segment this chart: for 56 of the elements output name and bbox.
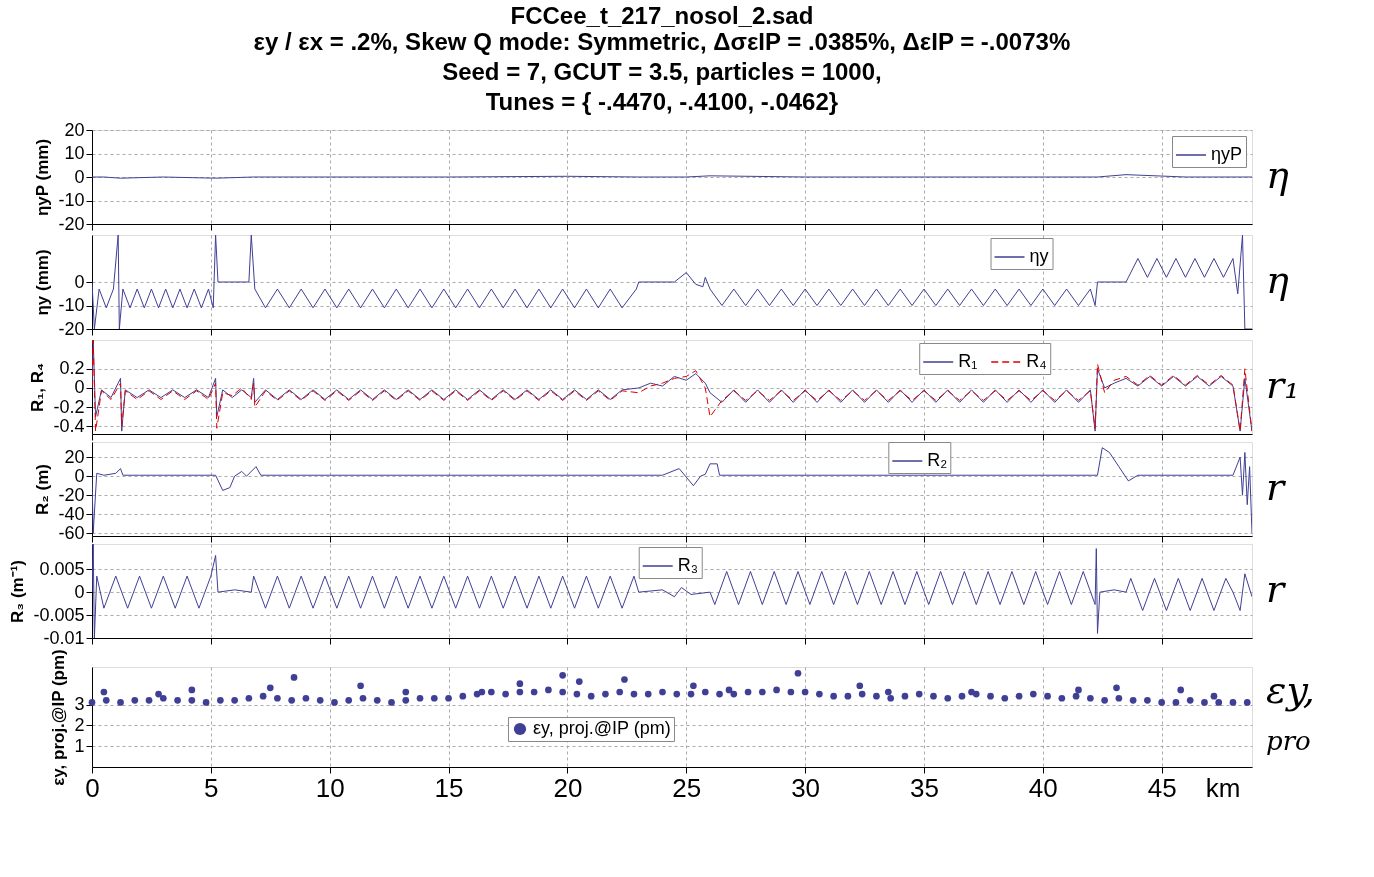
y-tick-label: -20 (58, 213, 85, 234)
y-tick-label: 0 (74, 166, 85, 187)
chart-subtitle: εy / εx = .2%, Skew Q mode: Symmetric, ΔσεIP = .0385%, ΔεIP = -.0073% Seed = 7, GCUT = 3.5, particles = 1000, Tunes = { -.4470, -.4100, -.0462} (253, 27, 1071, 115)
x-tick-label: 40 (1028, 772, 1058, 803)
y-tick-label: -0.005 (33, 604, 85, 625)
x-tick-label: 35 (910, 772, 939, 803)
y-tick-label: 3 (74, 694, 85, 714)
y-tick-label: -0.2 (53, 396, 85, 417)
x-tick-label: 25 (672, 772, 702, 803)
x-tick-label: 45 (1147, 772, 1177, 803)
x-axis-title: km (1205, 772, 1241, 803)
text: r (1266, 465, 1287, 509)
y-tick-label: 0.005 (39, 558, 85, 579)
legend-label: ηyP (1211, 144, 1243, 164)
chart-title: FCCee_t_217_nosol_2.sad (510, 1, 814, 29)
text: εy, (1266, 668, 1315, 712)
y-tick-label: -0.4 (53, 415, 85, 436)
x-tick-label: 10 (315, 772, 345, 803)
legend-label: R₂ (927, 450, 948, 470)
y-axis-title: R₁, R₄ (28, 362, 48, 413)
y-axis-title: R₂ (m) (33, 464, 53, 515)
x-tick-label: 5 (204, 772, 219, 803)
y-tick-label: 10 (64, 143, 85, 163)
y-tick-label: -20 (58, 318, 85, 339)
y-axis-title: R₃ (m⁻¹) (8, 560, 28, 623)
text: pro (1266, 726, 1311, 756)
y-tick-label: -10 (58, 190, 85, 210)
y-tick-label: -20 (58, 484, 85, 505)
y-tick-label: -0.01 (43, 627, 85, 648)
x-tick-label: 30 (791, 772, 821, 803)
legend-label: R₁ (958, 351, 978, 371)
y-axis-title: εy, proj.@IP (pm) (49, 649, 69, 786)
y-tick-label: -40 (58, 503, 85, 524)
y-tick-label: -10 (58, 295, 85, 315)
y-tick-label: 0.2 (59, 358, 85, 379)
y-tick-label: 0 (74, 465, 85, 486)
y-tick-label: 20 (64, 119, 85, 140)
legend-label: R₃ (677, 555, 699, 575)
y-tick-label: 0 (74, 377, 85, 398)
y-tick-label: 0 (74, 581, 85, 602)
y-tick-label: 2 (74, 714, 85, 735)
legend-label: ηy (1029, 246, 1049, 266)
text: r (1266, 567, 1287, 611)
text: η (1266, 258, 1289, 302)
text: η (1266, 153, 1289, 197)
y-tick-label: 0 (74, 271, 85, 292)
y-tick-label: 20 (64, 446, 85, 467)
text: r₁ (1266, 363, 1300, 407)
y-tick-label: 1 (74, 735, 85, 756)
y-axis-title: ηyP (mm) (33, 138, 53, 217)
y-axis-title: ηy (mm) (33, 249, 53, 316)
x-tick-label: 15 (434, 772, 464, 803)
legend-label: R₄ (1026, 351, 1047, 371)
x-tick-label: 20 (553, 772, 583, 803)
y-tick-label: -60 (58, 522, 85, 543)
legend-label: εy, proj.@IP (pm) (532, 718, 671, 738)
